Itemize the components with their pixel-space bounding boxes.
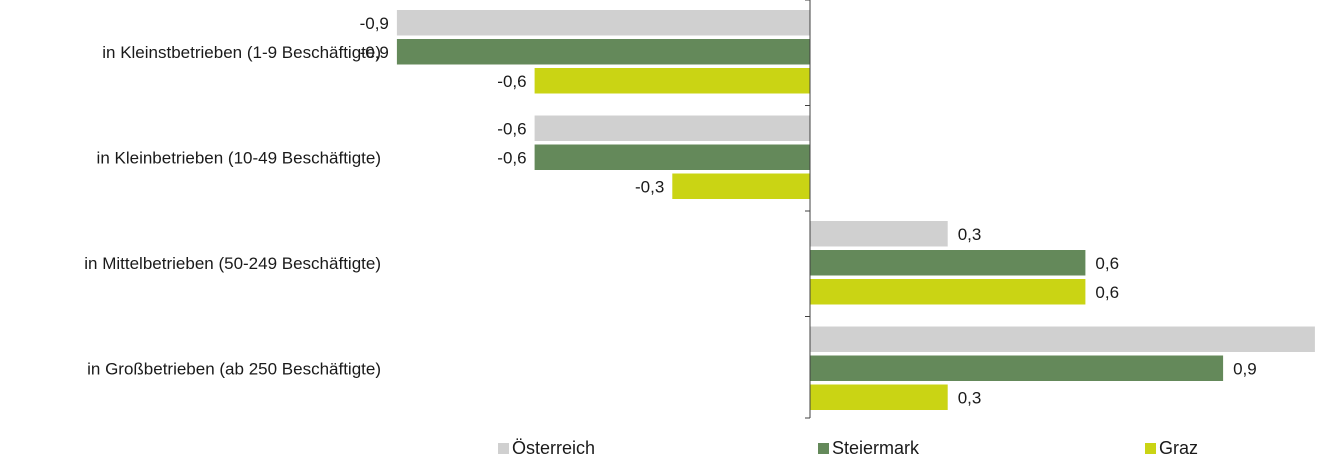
- bar-graz-3: [810, 384, 948, 410]
- category-label: in Mittelbetrieben (50-249 Beschäftigte): [84, 254, 381, 273]
- value-label: -0,9: [360, 14, 389, 33]
- value-label: -0,9: [360, 43, 389, 62]
- bar-graz-2: [810, 279, 1086, 305]
- value-label: 0,6: [1095, 254, 1119, 273]
- bar-steiermark-0: [396, 39, 810, 65]
- category-label: in Kleinbetrieben (10-49 Beschäftigte): [97, 148, 381, 167]
- legend-item-graz: Graz: [1145, 438, 1198, 459]
- value-label: -0,6: [497, 148, 526, 167]
- legend-label: Steiermark: [832, 438, 920, 458]
- value-label: -0,6: [497, 72, 526, 91]
- bar-steiermark-2: [810, 250, 1086, 276]
- value-label: -0,6: [497, 119, 526, 138]
- category-labels: in Kleinstbetrieben (1-9 Beschäftigte) in…: [84, 43, 381, 379]
- bar-sterreich-1: [534, 115, 810, 141]
- bar-graz-0: [534, 68, 810, 94]
- bar-sterreich-3: [810, 326, 1315, 352]
- legend-swatch: [1145, 443, 1156, 454]
- legend: Österreich Steiermark Graz: [0, 438, 1324, 466]
- bar-graz-1: [672, 173, 810, 199]
- bar-steiermark-3: [810, 355, 1224, 381]
- value-label: 0,3: [958, 388, 982, 407]
- value-label: 0,3: [958, 225, 982, 244]
- legend-label: Graz: [1159, 438, 1199, 458]
- legend-swatch: [498, 443, 509, 454]
- value-labels: -0,9-0,9-0,6-0,6-0,6-0,30,30,60,61,10,90…: [360, 14, 1257, 408]
- value-label: 0,9: [1233, 359, 1257, 378]
- bar-sterreich-0: [396, 10, 810, 36]
- value-label: 0,6: [1095, 283, 1119, 302]
- bars-group: [396, 10, 1315, 410]
- category-label: in Großbetrieben (ab 250 Beschäftigte): [87, 359, 381, 378]
- value-label: -0,3: [635, 177, 664, 196]
- bar-chart: in Kleinstbetrieben (1-9 Beschäftigte) in…: [84, 0, 1315, 419]
- legend-item-steiermark: Steiermark: [818, 438, 919, 459]
- value-axis: [805, 0, 811, 419]
- bar-sterreich-2: [810, 221, 948, 247]
- legend-swatch: [818, 443, 829, 454]
- legend-item-sterreich: Österreich: [498, 438, 595, 459]
- legend-label: Österreich: [512, 438, 596, 458]
- bar-steiermark-1: [534, 144, 810, 170]
- category-label: in Kleinstbetrieben (1-9 Beschäftigte): [102, 43, 381, 62]
